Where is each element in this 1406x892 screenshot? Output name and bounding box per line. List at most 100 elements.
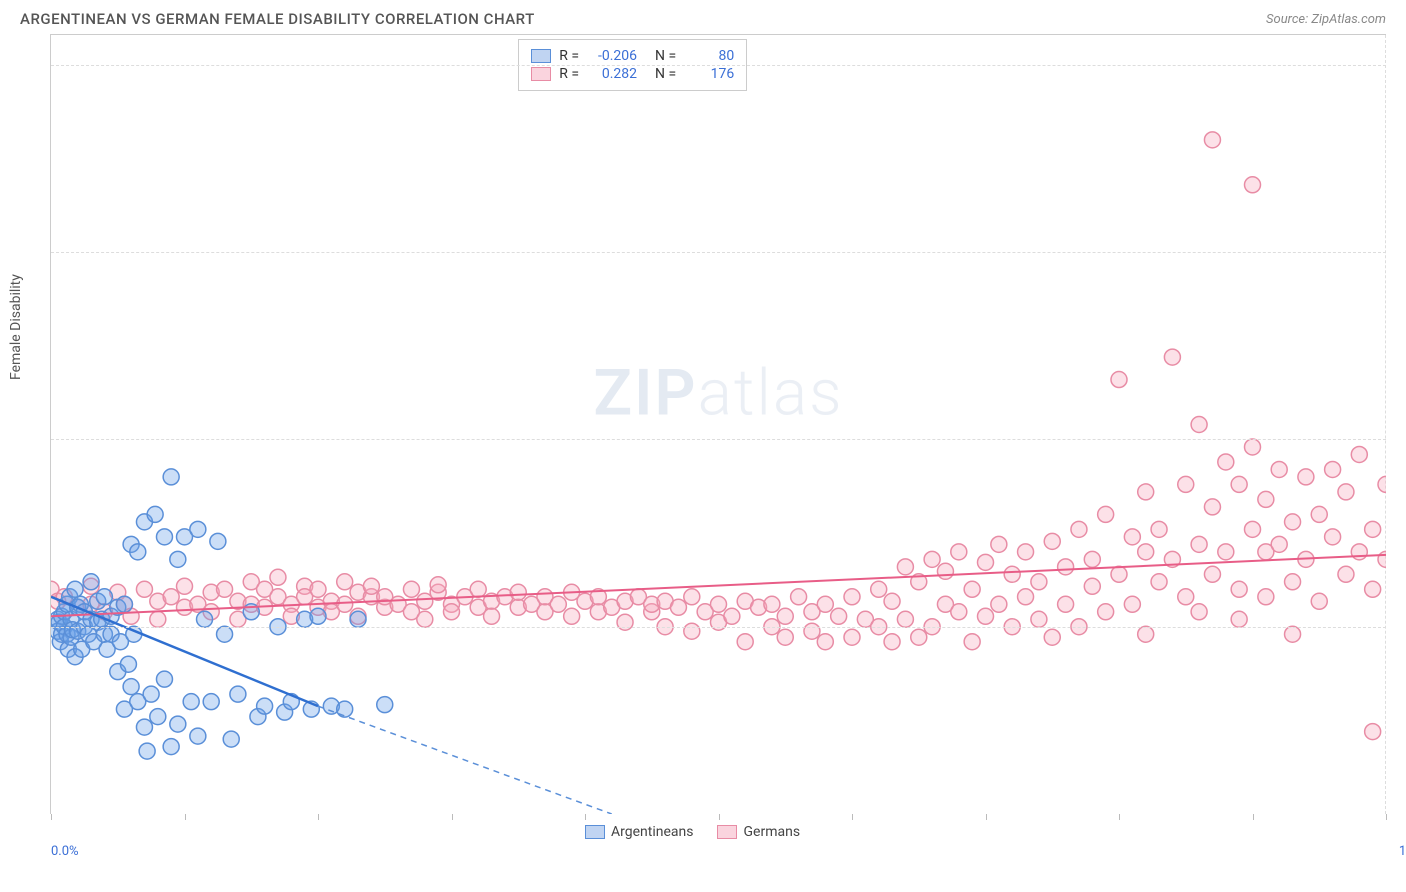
point-german xyxy=(550,596,566,612)
point-german xyxy=(684,589,700,605)
point-german xyxy=(791,589,807,605)
point-german xyxy=(470,581,486,597)
point-german xyxy=(844,629,860,645)
point-german xyxy=(1031,611,1047,627)
point-german xyxy=(978,608,994,624)
x-tick xyxy=(1119,814,1120,820)
trendline-argentinean-extrapolated xyxy=(318,706,612,814)
scatter-plot-svg xyxy=(51,35,1386,814)
point-german xyxy=(1271,461,1287,477)
point-argentinean xyxy=(156,671,172,687)
point-german xyxy=(163,589,179,605)
point-argentinean xyxy=(257,698,273,714)
point-german xyxy=(777,629,793,645)
point-german xyxy=(444,604,460,620)
point-german xyxy=(777,608,793,624)
point-german xyxy=(430,577,446,593)
point-german xyxy=(991,536,1007,552)
point-german xyxy=(1098,604,1114,620)
chart-title: ARGENTINEAN VS GERMAN FEMALE DISABILITY … xyxy=(20,10,535,28)
gridline xyxy=(51,252,1386,253)
x-tick xyxy=(452,814,453,820)
point-german xyxy=(1164,349,1180,365)
point-german xyxy=(1138,626,1154,642)
point-german xyxy=(1311,593,1327,609)
point-german xyxy=(897,559,913,575)
n-label: N = xyxy=(655,66,676,82)
point-argentinean xyxy=(143,686,159,702)
point-german xyxy=(1285,626,1301,642)
n-value-pink: 176 xyxy=(684,66,734,82)
x-tick xyxy=(318,814,319,820)
point-german xyxy=(911,629,927,645)
n-value-blue: 80 xyxy=(684,48,734,64)
y-axis-label: Female Disability xyxy=(8,274,24,380)
x-tick xyxy=(51,814,52,820)
point-argentinean xyxy=(217,626,233,642)
gridline xyxy=(51,627,1386,628)
x-tick xyxy=(852,814,853,820)
r-value-blue: -0.206 xyxy=(587,48,637,64)
point-german xyxy=(1044,533,1060,549)
point-argentinean xyxy=(337,701,353,717)
point-german xyxy=(1031,574,1047,590)
point-german xyxy=(1124,529,1140,545)
point-german xyxy=(150,611,166,627)
point-german xyxy=(617,614,633,630)
point-german xyxy=(1018,544,1034,560)
point-german xyxy=(1098,506,1114,522)
point-german xyxy=(1124,596,1140,612)
point-german xyxy=(1245,439,1261,455)
point-argentinean xyxy=(120,656,136,672)
point-argentinean xyxy=(123,679,139,695)
point-german xyxy=(737,634,753,650)
point-german xyxy=(1084,578,1100,594)
point-german xyxy=(1298,469,1314,485)
x-max-label: 100.0% xyxy=(1399,844,1406,859)
point-german xyxy=(964,581,980,597)
point-german xyxy=(1351,544,1367,560)
point-german xyxy=(884,593,900,609)
r-label: R = xyxy=(559,66,579,82)
point-german xyxy=(1231,581,1247,597)
point-argentinean xyxy=(136,719,152,735)
point-german xyxy=(337,574,353,590)
point-argentinean xyxy=(116,596,132,612)
point-german xyxy=(897,611,913,627)
point-german xyxy=(1245,521,1261,537)
swatch-pink-icon xyxy=(531,67,551,81)
point-german xyxy=(1231,611,1247,627)
point-german xyxy=(1084,551,1100,567)
point-german xyxy=(1058,596,1074,612)
point-german xyxy=(711,596,727,612)
point-german xyxy=(937,563,953,579)
point-german xyxy=(1204,566,1220,582)
r-value-pink: 0.282 xyxy=(587,66,637,82)
point-german xyxy=(724,608,740,624)
legend-item-argentineans: Argentineans xyxy=(585,824,693,840)
point-argentinean xyxy=(223,731,239,747)
point-german xyxy=(1191,536,1207,552)
point-german xyxy=(1258,491,1274,507)
point-argentinean xyxy=(130,544,146,560)
point-german xyxy=(337,596,353,612)
source-label: Source: ZipAtlas.com xyxy=(1266,12,1386,27)
x-tick xyxy=(185,814,186,820)
point-german xyxy=(1191,417,1207,433)
point-german xyxy=(964,634,980,650)
point-german xyxy=(1111,372,1127,388)
point-german xyxy=(1325,529,1341,545)
point-german xyxy=(1258,589,1274,605)
x-min-label: 0.0% xyxy=(51,844,79,859)
point-german xyxy=(1178,476,1194,492)
point-argentinean xyxy=(310,608,326,624)
point-argentinean xyxy=(150,709,166,725)
point-argentinean xyxy=(163,469,179,485)
swatch-blue-icon xyxy=(531,49,551,63)
point-german xyxy=(831,608,847,624)
n-label: N = xyxy=(655,48,676,64)
point-german xyxy=(871,581,887,597)
point-german xyxy=(978,554,994,570)
point-argentinean xyxy=(230,686,246,702)
x-tick xyxy=(1386,814,1387,820)
